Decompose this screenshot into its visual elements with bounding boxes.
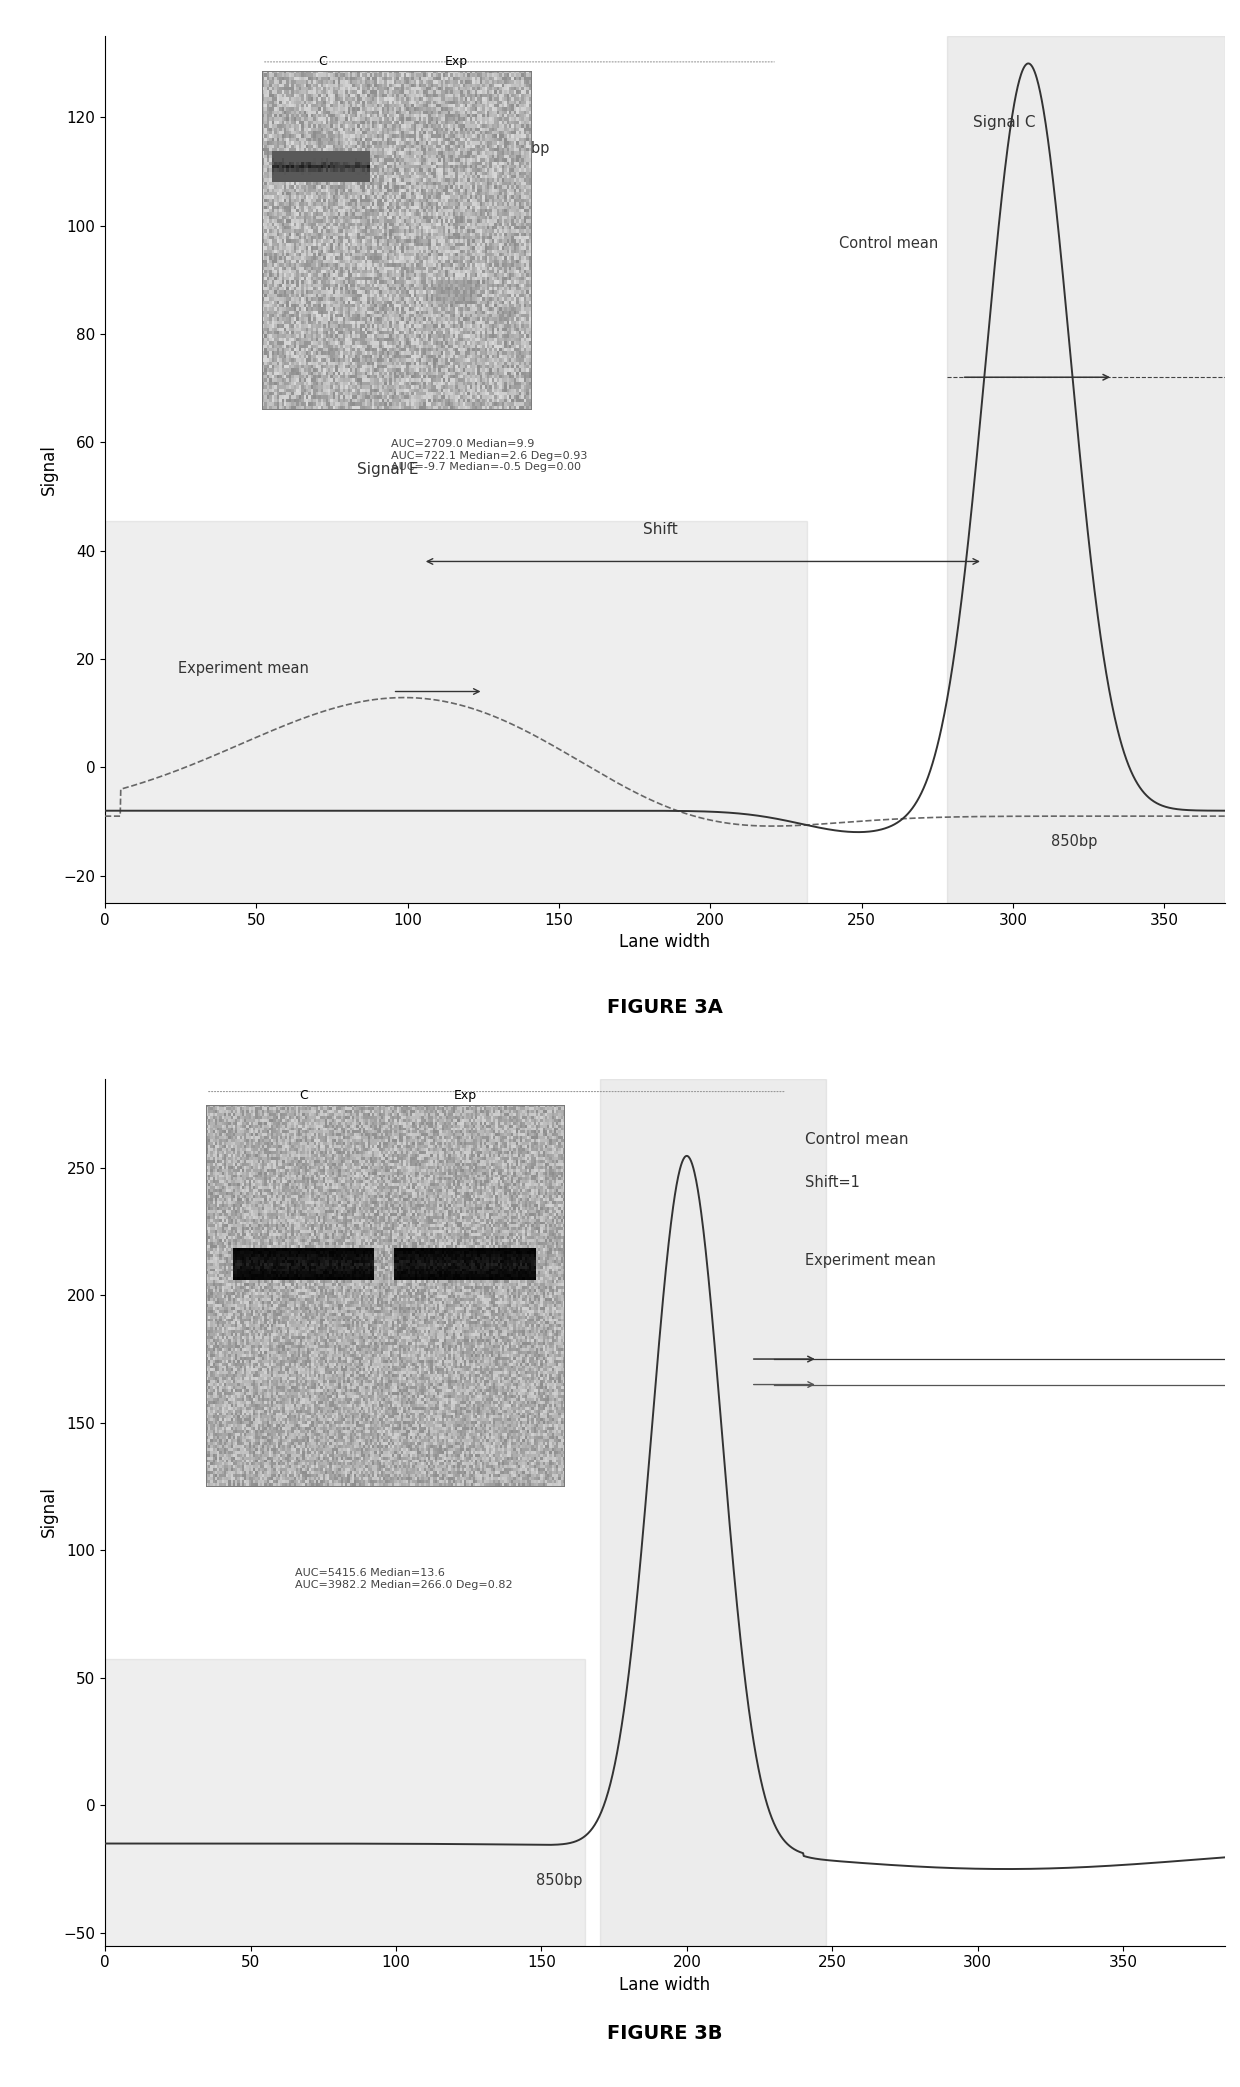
X-axis label: Lane width: Lane width xyxy=(620,933,711,952)
Text: Control mean: Control mean xyxy=(838,236,937,250)
Text: Signal E: Signal E xyxy=(357,461,419,476)
Text: Signal C: Signal C xyxy=(973,115,1035,129)
Text: FIGURE 3A: FIGURE 3A xyxy=(608,998,723,1016)
X-axis label: Lane width: Lane width xyxy=(620,1976,711,1993)
Text: Experiment mean: Experiment mean xyxy=(805,1252,936,1269)
Text: Experiment mean: Experiment mean xyxy=(177,662,309,676)
Text: 850bp: 850bp xyxy=(536,1872,583,1889)
Text: AUC=5415.6 Median=13.6
AUC=3982.2 Median=266.0 Deg=0.82: AUC=5415.6 Median=13.6 AUC=3982.2 Median… xyxy=(295,1569,513,1590)
Text: 850bp: 850bp xyxy=(408,1206,454,1221)
Y-axis label: Signal: Signal xyxy=(40,445,58,495)
Bar xyxy=(600,1079,827,1945)
Bar xyxy=(105,522,807,904)
Text: Shift=1: Shift=1 xyxy=(805,1175,859,1190)
Text: Shift: Shift xyxy=(642,522,677,536)
Text: FIGURE 3B: FIGURE 3B xyxy=(608,2024,723,2043)
Text: Control mean: Control mean xyxy=(805,1131,909,1146)
Text: 850bp: 850bp xyxy=(1052,835,1097,849)
Y-axis label: Signal: Signal xyxy=(40,1486,58,1538)
Bar xyxy=(105,1659,585,1945)
Text: AUC=2709.0 Median=9.9
AUC=722.1 Median=2.6 Deg=0.93
AUC=-9.7 Median=-0.5 Deg=0.0: AUC=2709.0 Median=9.9 AUC=722.1 Median=2… xyxy=(391,438,587,472)
Bar xyxy=(946,35,1225,904)
Text: 850bp: 850bp xyxy=(502,142,549,157)
